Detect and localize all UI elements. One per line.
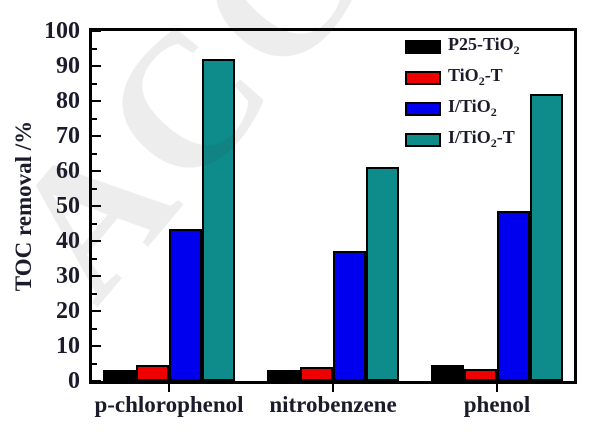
y-tick-label-90: 90 [56,53,80,79]
y-minor-tick-25 [92,292,97,295]
bar-p25-tio2-p-chlorophenol [103,370,136,381]
y-minor-tick-15 [92,327,97,330]
y-major-tick-100 [92,30,101,32]
plot-area: P25-TiO2 TiO2-T I/TiO2 I/TiO2-T [89,28,577,384]
y-major-tick-60 [92,170,101,172]
y-minor-tick-65 [92,152,97,155]
y-tick-label-60: 60 [56,158,80,184]
bar-i-tio2-nitrobenzene [333,251,366,381]
y-minor-tick-45 [92,222,97,225]
y-major-tick-80 [92,100,101,102]
y-tick-label-10: 10 [56,333,80,359]
y-minor-tick-85 [92,82,97,85]
legend-label-p25-tio2: P25-TiO2 [448,34,520,57]
y-tick-label-30: 30 [56,263,80,289]
legend-swatch-i-tio2-t [405,133,441,147]
bar-p25-tio2-phenol [431,365,464,381]
legend-swatch-p25-tio2 [405,40,441,54]
bar-i-tio2-t-phenol [530,94,563,381]
y-minor-tick-75 [92,117,97,120]
bar-tio2-t-phenol [464,369,497,381]
bar-i-tio2-t-nitrobenzene [366,167,399,381]
y-minor-tick-35 [92,257,97,260]
legend-label-i-tio2-t: I/TiO2-T [448,127,515,150]
y-major-tick-90 [92,65,101,67]
legend-item-tio2-t: TiO2-T [405,65,503,88]
x-tick-nitrobenzene [332,384,334,392]
y-major-tick-50 [92,205,101,207]
x-tick-phenol [496,384,498,392]
y-tick-label-70: 70 [56,123,80,149]
x-tick-p-chlorophenol [168,384,170,392]
x-category-label-phenol: phenol [463,392,531,417]
y-major-tick-70 [92,135,101,137]
y-minor-tick-5 [92,362,97,365]
y-major-tick-0 [92,380,101,382]
legend-label-tio2-t: TiO2-T [448,65,503,88]
y-major-tick-10 [92,345,101,347]
y-tick-label-100: 100 [44,18,80,44]
legend-item-i-tio2-t: I/TiO2-T [405,127,515,150]
y-minor-tick-55 [92,187,97,190]
x-category-label-p-chlorophenol: p-chlorophenol [94,392,244,417]
y-major-tick-30 [92,275,101,277]
legend-item-p25-tio2: P25-TiO2 [405,34,520,57]
y-tick-label-20: 20 [56,298,80,324]
legend-label-i-tio2: I/TiO2 [448,96,497,119]
y-tick-label-40: 40 [56,228,80,254]
legend-item-i-tio2: I/TiO2 [405,96,497,119]
bar-p25-tio2-nitrobenzene [267,370,300,381]
bar-i-tio2-p-chlorophenol [169,229,202,381]
y-tick-label-50: 50 [56,193,80,219]
bar-tio2-t-p-chlorophenol [136,365,169,381]
y-tick-label-80: 80 [56,88,80,114]
y-minor-tick-95 [92,47,97,50]
legend-swatch-tio2-t [405,71,441,85]
y-tick-label-0: 0 [68,368,80,394]
x-category-label-nitrobenzene: nitrobenzene [269,392,397,417]
bar-i-tio2-t-p-chlorophenol [202,59,235,381]
legend-swatch-i-tio2 [405,102,441,116]
y-major-tick-20 [92,310,101,312]
bar-tio2-t-nitrobenzene [300,367,333,381]
bar-i-tio2-phenol [497,211,530,381]
y-major-tick-40 [92,240,101,242]
